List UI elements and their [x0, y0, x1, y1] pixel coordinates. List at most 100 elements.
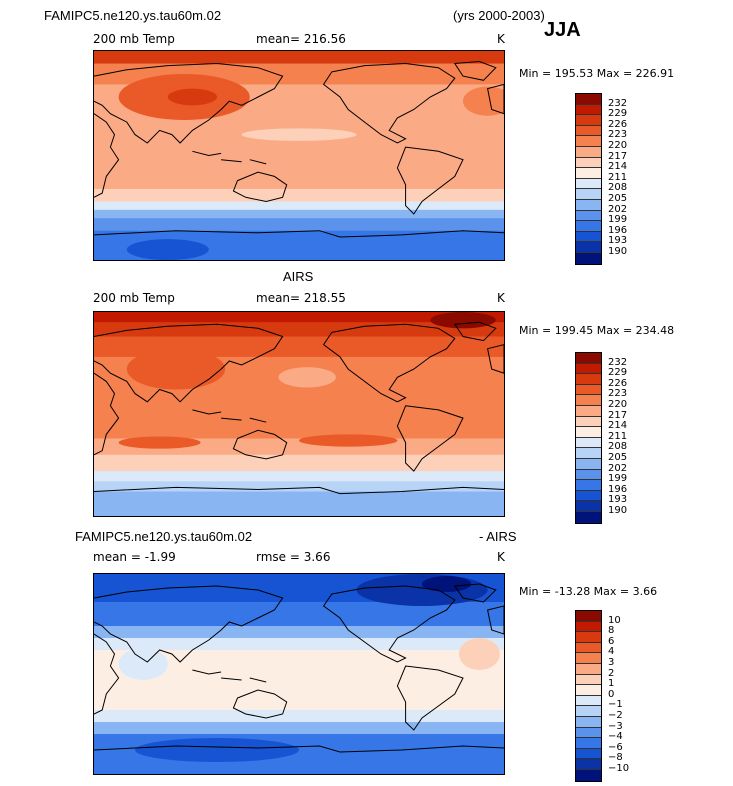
colorbar-swatch — [576, 695, 601, 707]
colorbar-swatch — [576, 653, 601, 664]
colorbar-label: 193 — [608, 494, 628, 506]
coastline — [322, 585, 456, 663]
colorbar-label: 229 — [608, 108, 628, 120]
coastline — [94, 372, 120, 456]
colorbar-swatch — [576, 125, 601, 137]
contour-band — [94, 218, 504, 232]
colorbar-swatch — [576, 115, 601, 126]
contour-region — [126, 239, 209, 260]
colorbar-swatch — [576, 469, 601, 481]
model-title: FAMIPC5.ne120.ys.tau60m.02 — [44, 8, 222, 23]
contour-band — [94, 322, 504, 337]
colorbar-swatch — [576, 416, 601, 428]
colorbar-swatch — [576, 384, 601, 396]
colorbar-label: 208 — [608, 182, 628, 194]
colorbar-label: 3 — [608, 657, 615, 668]
contour-region — [278, 367, 336, 388]
colorbar-label: 190 — [608, 505, 628, 516]
colorbar-label: 214 — [608, 161, 628, 173]
coastline — [232, 429, 288, 460]
colorbar-label: −1 — [608, 699, 623, 711]
colorbar-swatch — [576, 642, 601, 654]
panel1-units: K — [497, 32, 505, 46]
colorbar-label: 0 — [608, 688, 615, 700]
panel3-rmse: rmse = 3.66 — [256, 550, 331, 564]
season-label: JJA — [544, 19, 581, 41]
colorbar-label: 1 — [608, 678, 615, 690]
colorbar-label: −8 — [608, 752, 623, 764]
coastline — [487, 83, 504, 115]
panel3-minmax: Min = -13.28 Max = 3.66 — [519, 585, 658, 598]
contour-band — [94, 638, 504, 651]
coastline — [192, 669, 267, 683]
colorbar-label: 214 — [608, 420, 628, 432]
colorbar-label: 229 — [608, 367, 628, 379]
contour-region — [430, 312, 496, 329]
colorbar-label: 205 — [608, 193, 628, 204]
contour-band — [94, 188, 504, 202]
coastline — [453, 60, 497, 81]
panel3-units: K — [497, 550, 505, 564]
coastline — [94, 62, 284, 144]
colorbar-swatch — [576, 769, 601, 781]
colorbar-label: 2 — [608, 667, 615, 679]
contour-region — [118, 436, 201, 449]
colorbar-swatch — [576, 621, 601, 633]
contour-band — [94, 626, 504, 639]
colorbar-swatch — [576, 252, 601, 264]
colorbar-swatch — [576, 480, 601, 491]
panel2-colorbar — [575, 352, 602, 524]
colorbar-swatch — [576, 189, 601, 200]
colorbar-label: 4 — [608, 646, 615, 658]
colorbar-label: 211 — [608, 430, 628, 442]
colorbar-swatch — [576, 221, 601, 232]
contour-band — [94, 710, 504, 723]
colorbar-swatch — [576, 437, 601, 449]
colorbar-label: 193 — [608, 235, 628, 247]
colorbar-label: 199 — [608, 473, 628, 485]
colorbar-label: −2 — [608, 710, 623, 721]
colorbar-swatch — [576, 759, 601, 770]
coastline — [94, 585, 284, 663]
panel3-heading: FAMIPC5.ne120.ys.tau60m.02 — [75, 529, 253, 544]
colorbar-label: 211 — [608, 171, 628, 183]
coastline — [94, 323, 284, 403]
colorbar-swatch — [576, 405, 601, 417]
colorbar-swatch — [576, 168, 601, 179]
contour-region — [118, 648, 168, 680]
colorbar-label: 232 — [608, 356, 628, 368]
colorbar-label: 196 — [608, 483, 628, 495]
colorbar-swatch — [576, 210, 601, 222]
contour-band — [94, 471, 504, 482]
panel3-heading-suffix: - AIRS — [479, 529, 517, 544]
colorbar-label: 199 — [608, 214, 628, 226]
colorbar-swatch — [576, 231, 601, 243]
panel3-mean: mean = -1.99 — [93, 550, 176, 564]
coastline — [94, 230, 504, 238]
colorbar-label: 190 — [608, 246, 628, 257]
coastline — [94, 113, 120, 198]
colorbar-label: 205 — [608, 452, 628, 463]
colorbar-label: 232 — [608, 97, 628, 109]
panel3-map — [93, 573, 505, 775]
contour-band — [94, 481, 504, 493]
colorbar-swatch — [576, 104, 601, 116]
panel2-units: K — [497, 291, 505, 305]
colorbar-swatch — [576, 242, 601, 253]
contour-region — [422, 576, 472, 592]
colorbar-label: 10 — [608, 614, 621, 626]
colorbar-label: −10 — [608, 763, 630, 774]
colorbar-label: 202 — [608, 462, 628, 474]
colorbar-swatch — [576, 94, 601, 105]
panel3-colorbar — [575, 610, 602, 782]
panel2-heading: AIRS — [283, 269, 314, 284]
panel2-map — [93, 311, 505, 517]
colorbar-swatch — [576, 199, 601, 211]
coastline — [453, 321, 497, 342]
colorbar-label: 223 — [608, 388, 628, 400]
contour-band — [94, 51, 504, 65]
colorbar-swatch — [576, 374, 601, 385]
coastline — [487, 605, 504, 635]
colorbar-swatch — [576, 738, 601, 749]
contour-band — [94, 201, 504, 211]
